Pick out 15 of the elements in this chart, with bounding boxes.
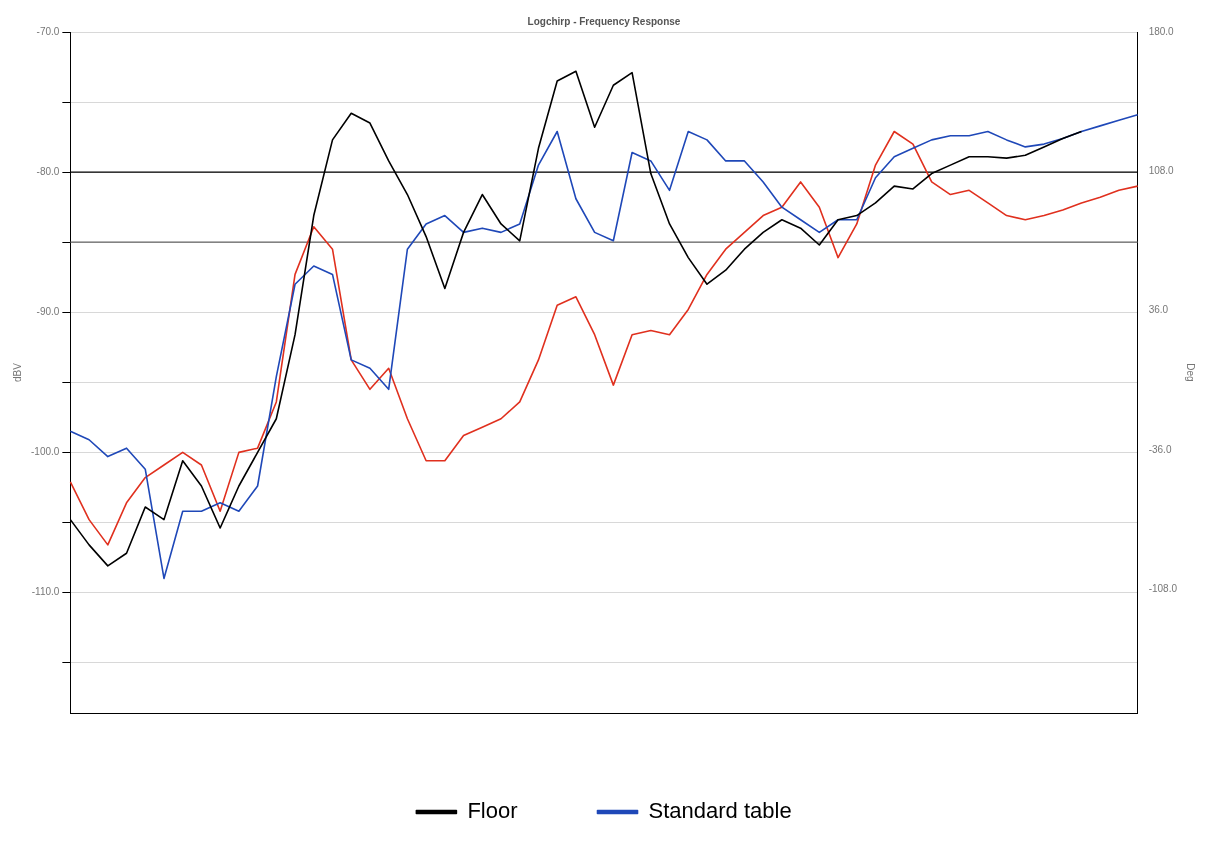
y-axis-title: dBV: [11, 362, 23, 382]
legend-label: Floor: [467, 798, 518, 824]
y-tick-label: -110.0: [31, 586, 60, 598]
y2-tick-label: 108.0: [1148, 165, 1175, 177]
y-tick-label: -80.0: [36, 165, 60, 177]
y2-tick-label: 180.0: [1148, 25, 1175, 37]
y2-tick-label: -36.0: [1148, 443, 1172, 455]
y-tick-label: -100.0: [31, 446, 60, 458]
legend-label: Standard table: [648, 798, 792, 824]
y2-tick-label: -108.0: [1148, 583, 1178, 595]
y-tick-label: -90.0: [36, 306, 60, 317]
y-tick-label: -70.0: [36, 25, 60, 37]
y2-tick-label: 36.0: [1148, 304, 1169, 316]
y2-axis-title: Deg: [1185, 363, 1197, 382]
chart-title: Logchirp - Frequency Response: [527, 15, 681, 27]
